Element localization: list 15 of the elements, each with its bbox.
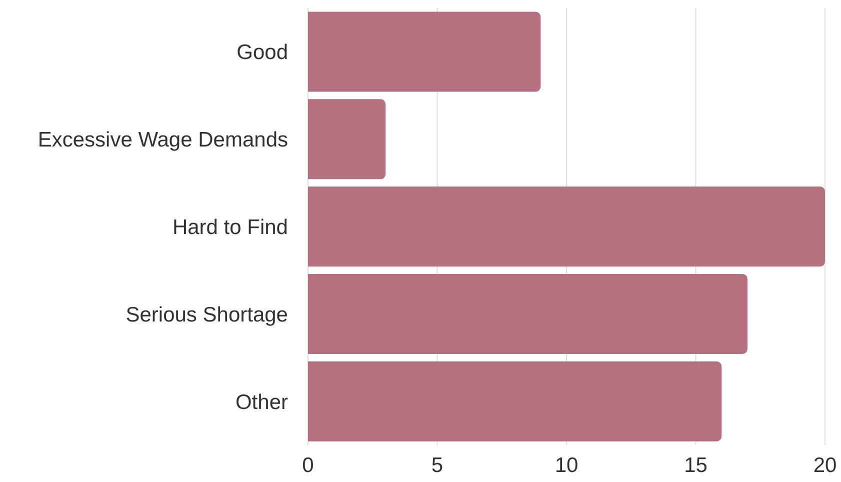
- y-tick-label: Excessive Wage Demands: [38, 128, 288, 152]
- bar: [308, 274, 748, 354]
- y-tick-label: Hard to Find: [172, 216, 288, 239]
- x-tick-label: 15: [684, 454, 708, 477]
- bar: [308, 12, 541, 92]
- x-tick-label: 10: [554, 454, 578, 477]
- x-tick-label: 0: [302, 454, 314, 477]
- bar: [308, 99, 386, 180]
- y-tick-label: Other: [235, 390, 288, 414]
- bar: [308, 186, 825, 267]
- bar: [308, 361, 722, 442]
- x-tick-label: 5: [431, 454, 444, 477]
- y-tick-label: Serious Shortage: [126, 303, 288, 326]
- x-tick-label: 20: [813, 454, 837, 477]
- y-tick-label: Good: [236, 41, 288, 64]
